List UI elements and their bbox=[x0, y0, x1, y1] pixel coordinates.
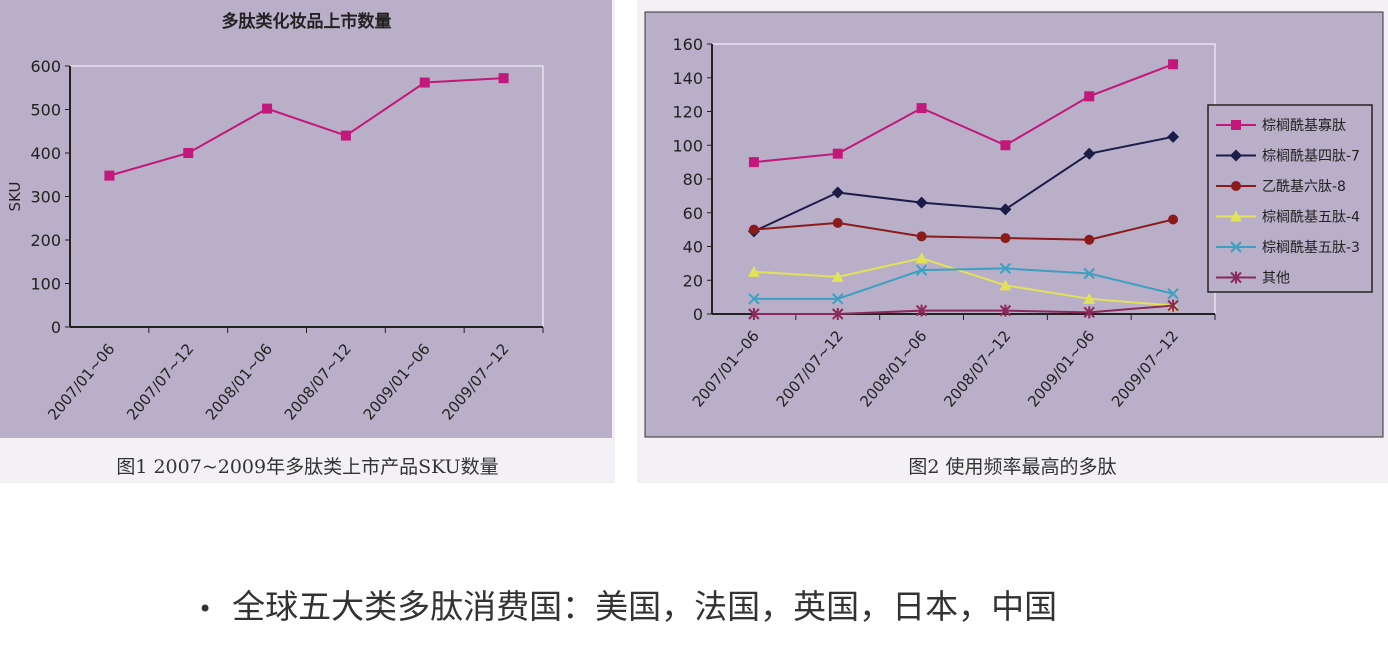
data-point bbox=[832, 148, 843, 159]
bullet-point: • 全球五大类多肽消费国：美国，法国，英国，日本，中国 bbox=[198, 580, 1057, 628]
series-line bbox=[753, 63, 1174, 164]
y-tick-label: 100 bbox=[30, 275, 61, 294]
legend-label: 棕榈酰基五肽-3 bbox=[1262, 239, 1360, 256]
y-tick-label: 160 bbox=[672, 35, 703, 54]
series-line bbox=[753, 135, 1174, 233]
data-point bbox=[915, 264, 928, 276]
data-point bbox=[832, 308, 844, 320]
legend-marker bbox=[1230, 241, 1242, 253]
data-point bbox=[915, 252, 928, 264]
series-line bbox=[109, 77, 504, 177]
data-point bbox=[419, 77, 430, 88]
data-point bbox=[183, 148, 194, 158]
legend-label: 其他 bbox=[1262, 271, 1290, 287]
y-tick-label: 80 bbox=[683, 170, 703, 189]
y-axis-label: SKU bbox=[6, 182, 24, 212]
data-point bbox=[747, 265, 760, 277]
legend-label: 棕榈酰基四肽-7 bbox=[1262, 148, 1360, 165]
data-point bbox=[915, 304, 928, 317]
legend-marker bbox=[1230, 149, 1242, 162]
data-point bbox=[915, 196, 928, 209]
series-line bbox=[753, 218, 1174, 241]
data-point bbox=[748, 308, 760, 320]
data-point bbox=[104, 170, 115, 181]
data-point bbox=[999, 279, 1012, 291]
series-line bbox=[753, 304, 1174, 315]
y-tick-label: 600 bbox=[30, 57, 61, 76]
data-point bbox=[1168, 59, 1179, 70]
data-point bbox=[832, 293, 844, 305]
y-tick-label: 40 bbox=[683, 238, 703, 257]
y-tick-label: 140 bbox=[672, 69, 703, 88]
data-point bbox=[1000, 233, 1011, 244]
legend-label: 棕榈酰基寡肽 bbox=[1262, 117, 1346, 134]
legend-marker bbox=[1230, 210, 1242, 222]
data-point bbox=[498, 73, 509, 84]
y-tick-label: 0 bbox=[693, 305, 703, 324]
data-point bbox=[999, 262, 1012, 275]
legend-label: 棕榈酰基五肽-4 bbox=[1262, 209, 1360, 226]
data-point bbox=[1167, 299, 1179, 312]
data-point bbox=[1083, 147, 1096, 160]
data-point bbox=[1083, 267, 1095, 280]
chart-background bbox=[0, 0, 612, 438]
data-point bbox=[748, 224, 759, 235]
data-point bbox=[1083, 292, 1096, 304]
data-point bbox=[748, 157, 759, 168]
legend-marker bbox=[1231, 120, 1241, 130]
chart-panel-1: 0 100 200 300 400 500 600 2007/01~06 2007/07~12 2… bbox=[0, 0, 615, 483]
chart-panel-2: 0 20 40 60 80 100 120 140 160 2007/01~06 2007/07~1… bbox=[637, 0, 1388, 483]
data-point bbox=[1084, 91, 1095, 102]
bullet-text: 全球五大类多肽消费国：美国，法国，英国，日本，中国 bbox=[232, 587, 1058, 626]
data-point bbox=[916, 231, 927, 242]
legend bbox=[1207, 104, 1373, 293]
data-point bbox=[1083, 306, 1095, 319]
data-point bbox=[1167, 130, 1180, 143]
y-tick-label: 400 bbox=[30, 144, 61, 163]
data-point bbox=[832, 217, 843, 228]
data-point bbox=[999, 304, 1012, 317]
y-tick-label: 100 bbox=[672, 136, 703, 155]
series-line bbox=[753, 257, 1174, 307]
y-tick-label: 500 bbox=[30, 101, 61, 120]
y-tick-label: 0 bbox=[51, 318, 61, 337]
data-point bbox=[831, 186, 844, 199]
series-line bbox=[753, 267, 1174, 300]
legend-label: 乙酰基六肽-8 bbox=[1262, 178, 1346, 195]
data-point bbox=[1084, 234, 1095, 245]
chart-1-caption: 图1 2007~2009年多肽类上市产品SKU数量 bbox=[116, 456, 499, 478]
chart-title: 多肽类化妆品上市数量 bbox=[222, 11, 392, 32]
y-tick-label: 60 bbox=[683, 204, 703, 223]
y-tick-label: 20 bbox=[683, 271, 703, 290]
y-tick-label: 200 bbox=[30, 231, 61, 250]
data-point bbox=[916, 103, 927, 114]
legend-marker bbox=[1230, 271, 1242, 284]
y-tick-label: 120 bbox=[672, 103, 703, 122]
data-point bbox=[1167, 288, 1179, 300]
data-point bbox=[340, 130, 351, 141]
data-point bbox=[999, 203, 1012, 216]
data-point bbox=[262, 103, 273, 114]
bullet-icon: • bbox=[198, 594, 213, 623]
chart-2-caption: 图2 使用频率最高的多肽 bbox=[908, 456, 1117, 478]
data-point bbox=[1000, 140, 1011, 151]
y-tick-label: 300 bbox=[30, 188, 61, 207]
data-point bbox=[1168, 214, 1179, 225]
data-point bbox=[831, 270, 844, 282]
data-point bbox=[748, 293, 760, 305]
legend-marker bbox=[1231, 181, 1241, 191]
